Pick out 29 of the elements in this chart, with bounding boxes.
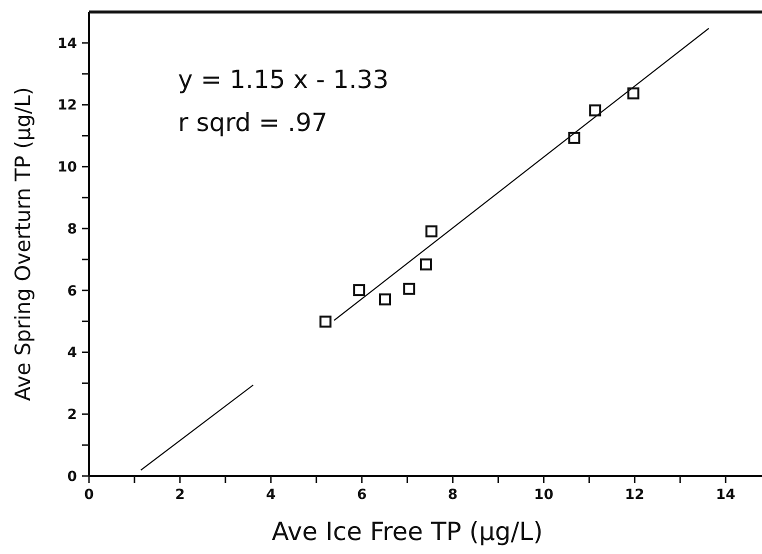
point — [353, 284, 366, 296]
point — [379, 293, 392, 306]
x-tick-label: 4 — [266, 487, 276, 503]
x-tick-label: 0 — [84, 487, 94, 503]
x-tick-label: 14 — [716, 487, 736, 503]
x-tick-label: 8 — [448, 487, 458, 503]
y-tick-label: 2 — [67, 407, 77, 424]
y-tick-label: 0 — [67, 468, 78, 485]
x-tick-label: 2 — [175, 487, 185, 503]
x-tick-label: 12 — [624, 487, 644, 503]
y-tick-label: 6 — [67, 283, 77, 300]
point — [627, 87, 640, 100]
y-tick-label: 10 — [58, 160, 78, 176]
point — [403, 282, 416, 295]
point — [319, 316, 332, 328]
point — [589, 104, 602, 116]
point — [420, 258, 432, 270]
y-axis-title: Ave Spring Overturn TP (µg/L) — [11, 87, 35, 401]
y-tick-label: 4 — [67, 345, 78, 362]
y-tick-label: 12 — [58, 98, 77, 114]
point — [425, 225, 438, 238]
point — [568, 132, 580, 144]
x-axis-title: Ave Ice Free TP (µg/L) — [272, 517, 543, 546]
y-tick-label: 8 — [67, 221, 77, 238]
annotation: y = 1.15 x - 1.33 — [178, 65, 389, 94]
y-tick-label: 14 — [58, 36, 78, 52]
x-tick-label: 10 — [534, 487, 554, 503]
x-tick-label: 6 — [356, 487, 367, 503]
annotation: r sqrd = .97 — [178, 108, 328, 137]
